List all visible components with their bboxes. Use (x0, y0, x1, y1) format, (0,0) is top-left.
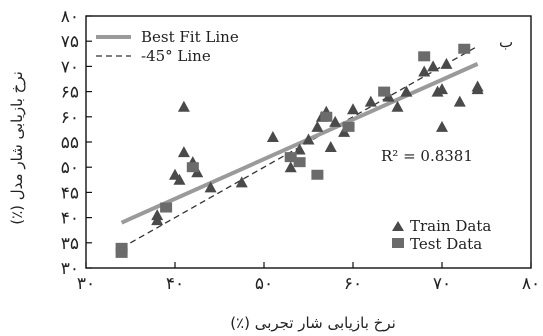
train-data-point (302, 133, 315, 145)
train-data-point (427, 60, 440, 72)
train-data-point (235, 176, 248, 188)
x-tick-label: ۵۰ (255, 274, 273, 294)
train-data-point (453, 95, 466, 107)
y-tick-label: ۶۵ (61, 83, 79, 103)
best-fit-line (120, 62, 479, 225)
train-data-point (293, 143, 306, 155)
train-data-point (266, 130, 279, 142)
data-points (115, 43, 484, 258)
x-axis-title: نرخ بازیابی شار تجربی (٪) (230, 314, 396, 332)
train-data-point (347, 103, 359, 115)
test-data-point (293, 157, 306, 168)
panel-label: ب (499, 33, 513, 51)
y-tick-label: ۴۵ (61, 183, 79, 203)
train-data-point (391, 100, 404, 112)
y-tick-label: ۳۵ (61, 234, 79, 254)
train-data-point (284, 161, 297, 173)
test-data-point (160, 202, 173, 213)
train-data-point (173, 173, 186, 185)
legend-test-label: Test Data (410, 235, 482, 253)
train-data-point (418, 65, 431, 77)
x-tick-label: ۸۰ (522, 274, 540, 294)
train-data-point (329, 115, 342, 127)
legend-best-fit-label: Best Fit Line (141, 28, 239, 46)
y-tick-label: ۵۰ (61, 158, 79, 178)
train-data-point (440, 57, 453, 69)
legend-train-marker (392, 221, 404, 231)
train-data-point (204, 181, 217, 193)
train-data-point (324, 141, 337, 153)
x-tick-label: ۴۰ (166, 274, 184, 294)
legend-markers: Train Data Test Data (392, 217, 491, 253)
legend-test-marker (392, 238, 404, 248)
legend-45-label: -45° Line (141, 47, 211, 65)
legend-train-label: Train Data (410, 217, 491, 235)
train-data-point (151, 214, 164, 226)
y-axis-ticks: ۳۰ ۳۵ ۴۰ ۴۵ ۵۰ ۵۵ ۶۰ ۶۵ ۷۰ ۷۵ ۸۰ (61, 7, 92, 279)
test-data-point (311, 169, 324, 180)
x-tick-label: ۳۰ (77, 274, 95, 294)
r-squared-annotation: R² = 0.8381 (381, 147, 473, 165)
test-data-point (284, 152, 297, 163)
train-data-point (364, 95, 377, 107)
train-data-point (177, 146, 190, 158)
y-tick-label: ۳۰ (61, 259, 79, 279)
test-data-point (115, 247, 128, 258)
y-tick-label: ۷۰ (61, 57, 79, 77)
legend-lines: Best Fit Line -45° Line (96, 28, 239, 65)
y-tick-label: ۷۵ (61, 32, 79, 52)
train-data-point (471, 83, 484, 95)
x-tick-label: ۶۰ (344, 274, 362, 294)
y-axis-title: نرخ بازیابی شار مدل (٪) (8, 71, 26, 225)
test-data-point (342, 121, 355, 132)
test-data-point (186, 162, 199, 173)
x-axis-ticks: ۳۰ ۴۰ ۵۰ ۶۰ ۷۰ ۸۰ (77, 262, 540, 294)
train-data-point (436, 83, 448, 95)
train-data-point (177, 100, 190, 112)
test-data-point (115, 242, 128, 253)
train-data-point (400, 85, 413, 97)
y-tick-label: ۵۵ (61, 133, 79, 153)
y-tick-label: ۸۰ (61, 7, 79, 27)
train-data-point (311, 120, 324, 132)
y-tick-label: ۶۰ (61, 108, 79, 128)
x-tick-label: ۷۰ (433, 274, 451, 294)
test-data-point (418, 51, 431, 62)
train-data-point (436, 120, 448, 132)
test-data-point (378, 86, 391, 97)
test-data-point (320, 111, 333, 122)
y-tick-label: ۴۰ (61, 209, 79, 229)
test-data-point (458, 43, 471, 54)
